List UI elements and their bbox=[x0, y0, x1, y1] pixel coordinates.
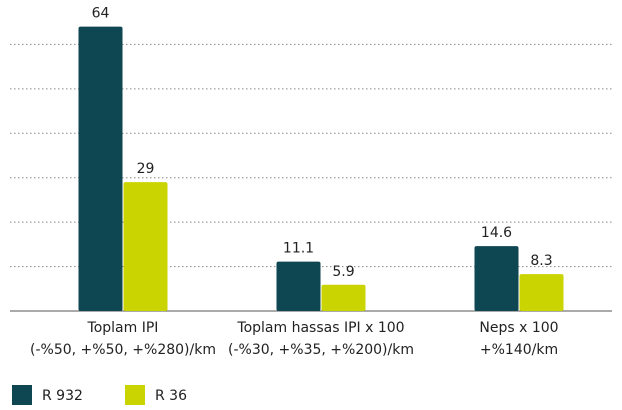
data-label: 29 bbox=[137, 161, 155, 177]
legend-label: R 36 bbox=[155, 388, 187, 404]
bar bbox=[78, 26, 123, 312]
legend-label: R 932 bbox=[42, 388, 83, 404]
data-label: 14.6 bbox=[481, 225, 512, 241]
bar bbox=[276, 261, 321, 311]
x-tick-label: Neps x 100 bbox=[479, 320, 558, 336]
data-label: 64 bbox=[92, 6, 110, 22]
x-tick-label: (-%30, +%35, +%200)/km bbox=[228, 342, 414, 358]
data-label: 8.3 bbox=[530, 253, 552, 269]
x-tick-label: (-%50, +%50, +%280)/km bbox=[30, 342, 216, 358]
bar bbox=[519, 274, 564, 311]
legend-swatch bbox=[125, 385, 145, 405]
legend-swatch bbox=[12, 385, 32, 405]
x-tick-label: +%140/km bbox=[480, 342, 558, 358]
bar bbox=[321, 284, 366, 311]
x-tick-label: Toplam hassas IPI x 100 bbox=[236, 320, 404, 336]
x-tick-label: Toplam IPI bbox=[87, 320, 159, 336]
data-label: 5.9 bbox=[332, 264, 354, 280]
bar bbox=[123, 182, 168, 311]
bar bbox=[474, 246, 519, 311]
data-label: 11.1 bbox=[283, 241, 314, 257]
